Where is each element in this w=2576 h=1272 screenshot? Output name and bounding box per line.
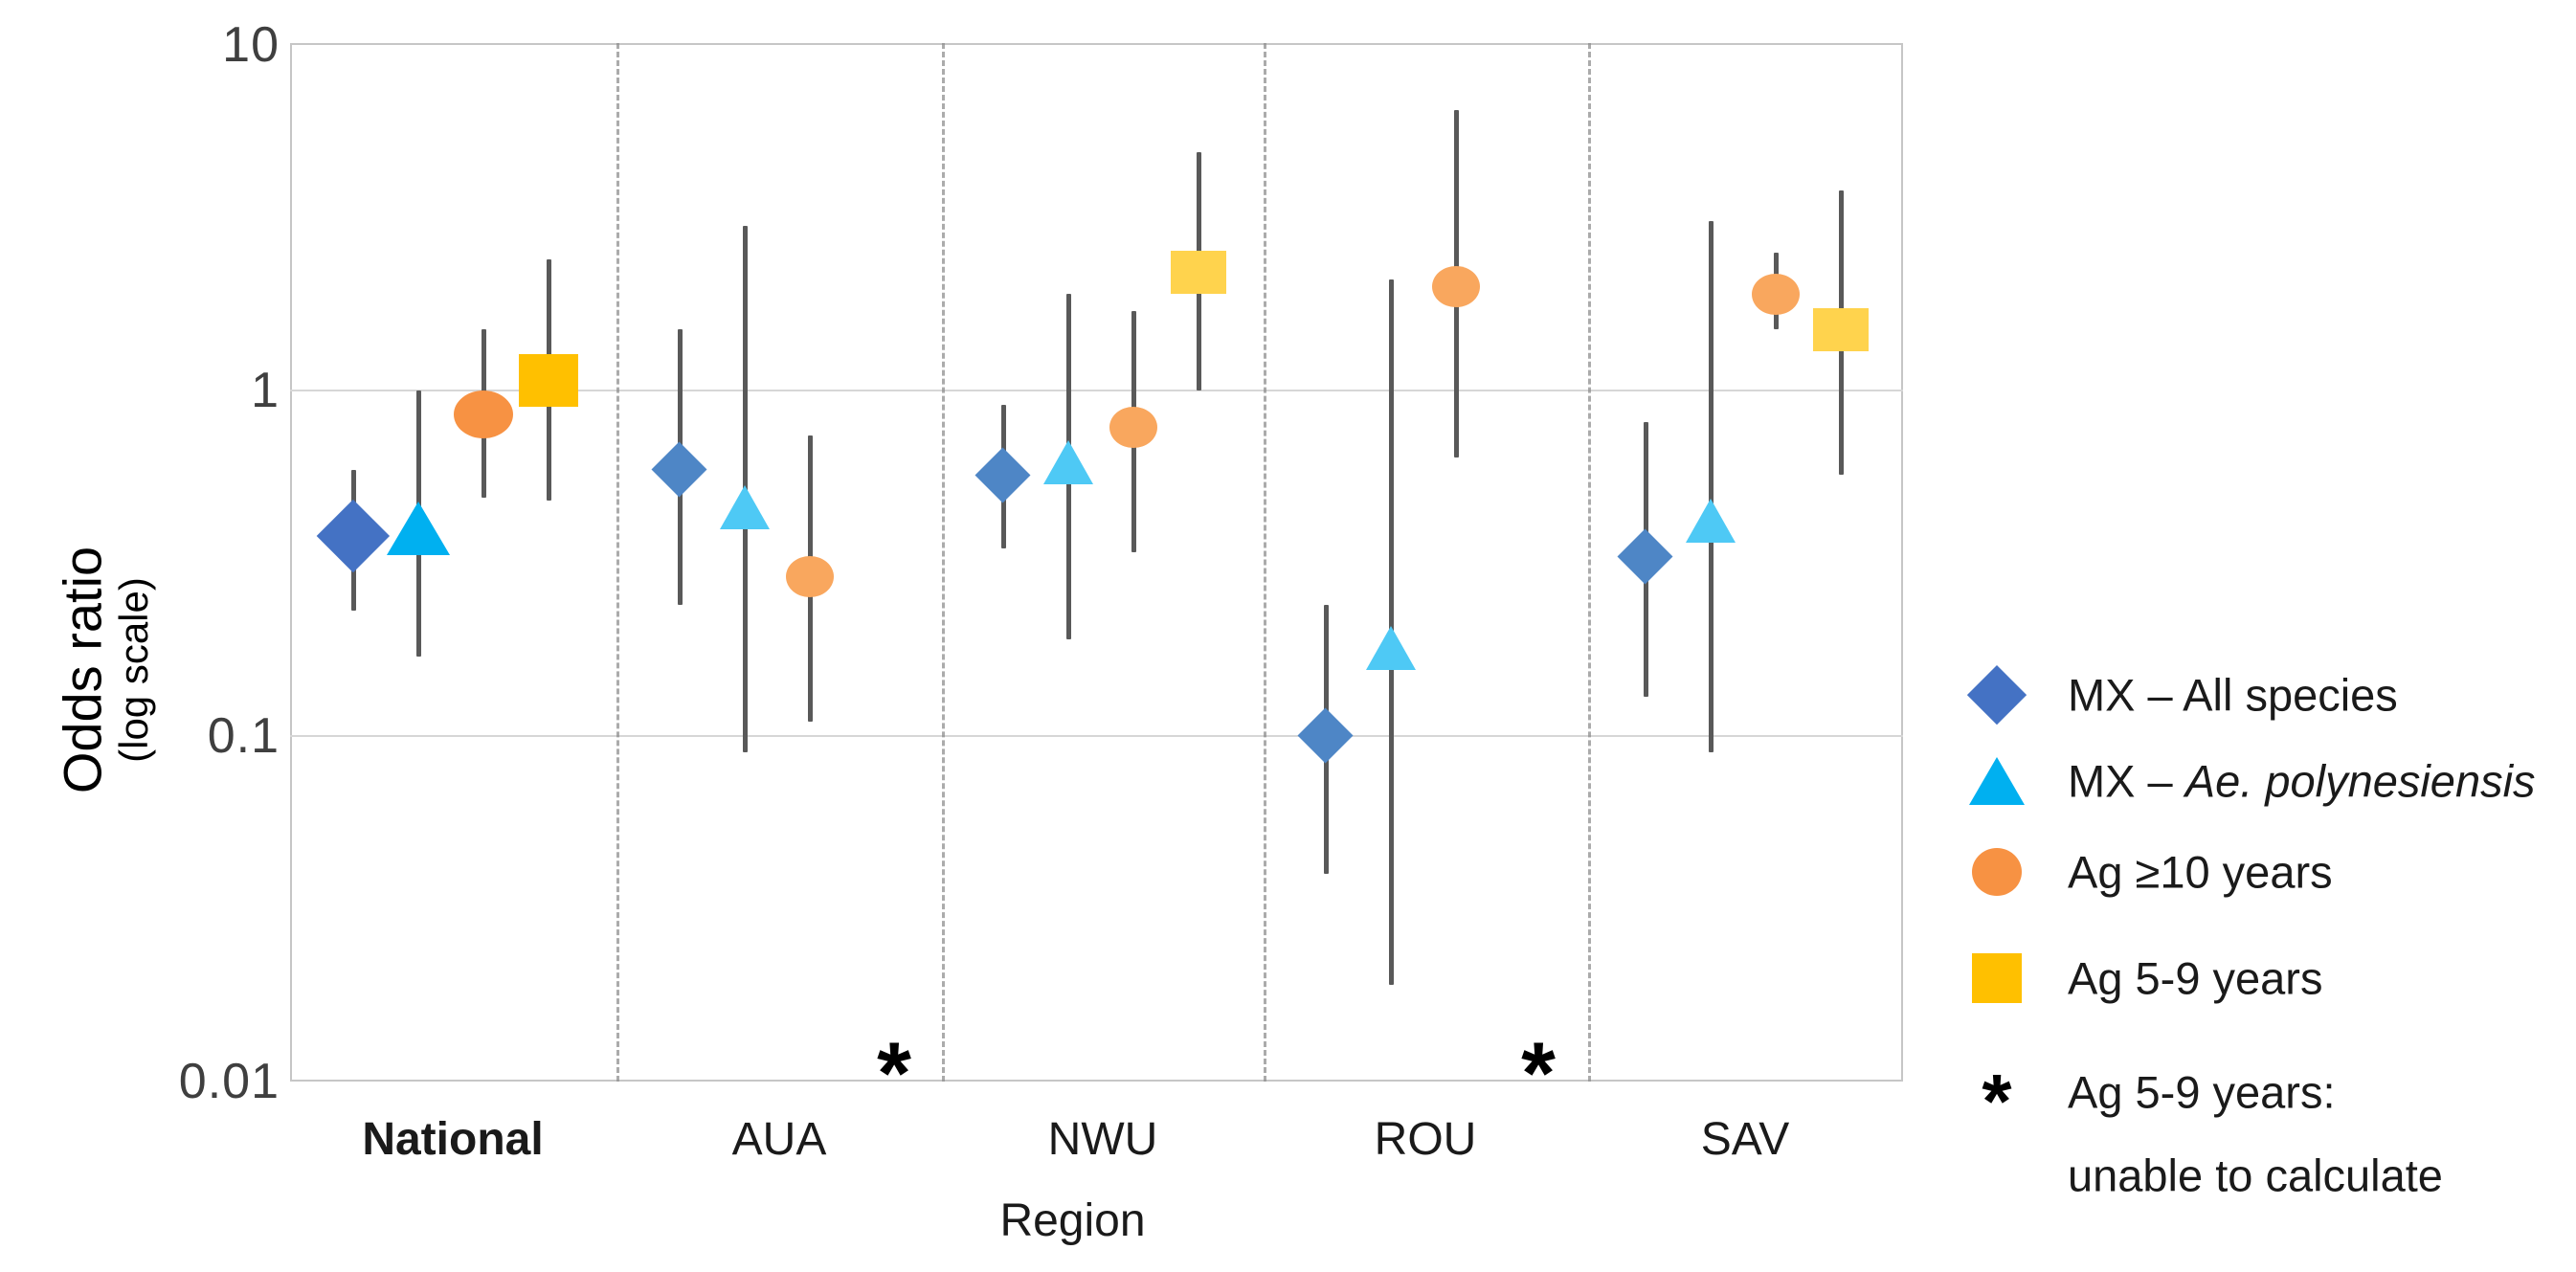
ci-bar-sav-triangle <box>1708 220 1714 752</box>
legend-text: MX – All species <box>2068 669 2398 721</box>
gridline-0.1 <box>290 735 1903 737</box>
legend-asterisk-icon: * <box>1982 1059 2012 1144</box>
y-tick-label: 1 <box>251 363 280 418</box>
nwu-circle-marker <box>1109 407 1157 449</box>
y-axis-title: Odds ratio <box>52 546 113 794</box>
legend-text: MX – <box>2068 755 2185 807</box>
y-tick-label: 0.01 <box>178 1054 280 1109</box>
national-triangle-marker <box>387 501 450 555</box>
unable-to-calculate-asterisk-rou: * <box>1521 1025 1556 1123</box>
legend-label-3: Ag 5-9 years <box>2068 952 2322 1005</box>
legend-diamond-icon <box>1967 665 2027 725</box>
legend-square-icon <box>1972 953 2022 1003</box>
legend-ellipse-icon <box>1972 848 2022 896</box>
legend-label-1: MX – Ae. polynesiensis <box>2068 755 2536 808</box>
nwu-square-marker <box>1171 250 1226 294</box>
region-divider <box>616 43 619 1082</box>
rou-circle-marker <box>1432 265 1480 307</box>
legend-text: Ag ≥10 years <box>2068 846 2333 898</box>
legend-text: Ag 5-9 years <box>2068 952 2323 1004</box>
x-tick-label-national: National <box>362 1114 544 1165</box>
region-divider <box>1588 43 1591 1082</box>
x-tick-label-sav: SAV <box>1700 1114 1790 1165</box>
national-circle-marker <box>454 391 513 439</box>
region-divider <box>942 43 945 1082</box>
legend-label-asterisk-line1: Ag 5-9 years: <box>2068 1066 2336 1118</box>
gridline-1 <box>290 390 1903 391</box>
nwu-triangle-marker <box>1043 439 1093 484</box>
region-divider <box>1264 43 1266 1082</box>
y-tick-label: 10 <box>222 17 280 73</box>
sav-circle-marker <box>1752 273 1800 315</box>
x-axis-title: Region <box>999 1195 1146 1246</box>
legend-triangle-icon <box>1969 757 2025 805</box>
x-tick-label-aua: AUA <box>731 1114 827 1165</box>
aua-circle-marker <box>786 555 834 597</box>
national-square-marker <box>519 353 578 407</box>
legend-text-italic: Ae. polynesiensis <box>2184 755 2536 807</box>
sav-triangle-marker <box>1686 499 1736 543</box>
aua-triangle-marker <box>720 484 770 529</box>
y-tick-label: 0.1 <box>207 708 280 764</box>
unable-to-calculate-asterisk-aua: * <box>877 1025 911 1123</box>
legend-label-asterisk-line2: unable to calculate <box>2068 1149 2443 1201</box>
legend-label-0: MX – All species <box>2068 669 2398 722</box>
x-tick-label-rou: ROU <box>1374 1114 1477 1165</box>
x-tick-label-nwu: NWU <box>1047 1114 1158 1165</box>
sav-square-marker <box>1813 307 1869 351</box>
rou-triangle-marker <box>1366 625 1416 670</box>
legend-label-2: Ag ≥10 years <box>2068 846 2333 899</box>
y-axis-subtitle: (log scale) <box>111 577 156 763</box>
